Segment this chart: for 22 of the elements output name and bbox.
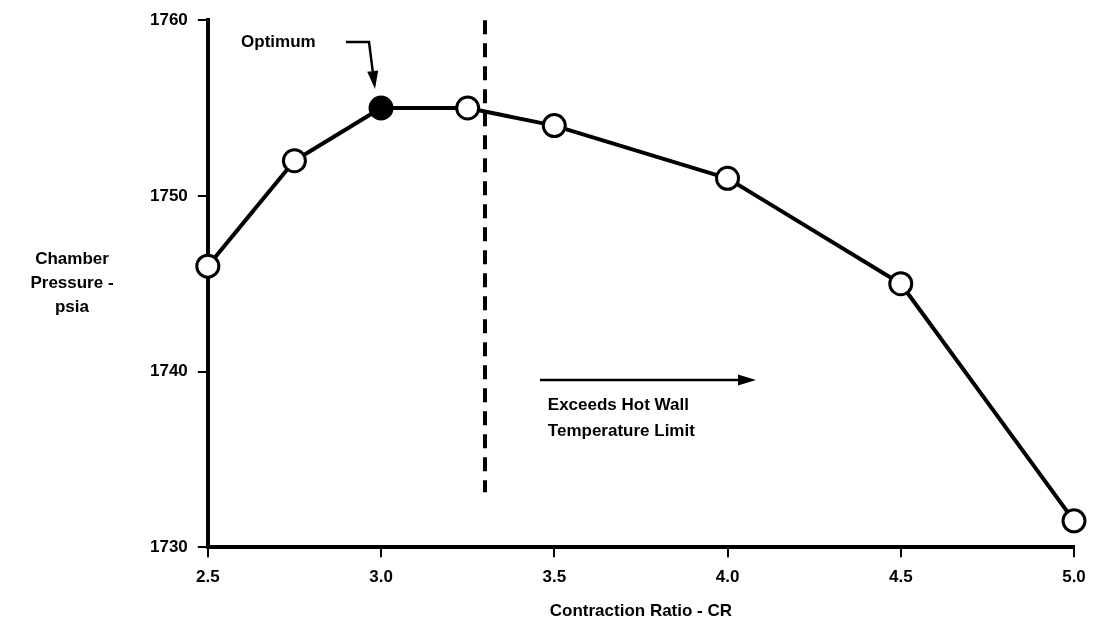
point: [715, 165, 741, 191]
x-tick-label: 4.5: [888, 567, 913, 587]
point: [888, 271, 914, 297]
y-tick-label: 1750: [149, 185, 188, 205]
point: [195, 253, 221, 279]
y-tick-label: 1730: [149, 536, 188, 556]
y-tick-label: 1760: [149, 9, 188, 29]
point: [1061, 508, 1087, 534]
x-tick-label: 2.5: [196, 567, 220, 587]
x-axis-title: Contraction Ratio - CR: [549, 601, 733, 621]
x-tick-label: 4.0: [715, 567, 740, 587]
x-tick-label: 5.0: [1062, 567, 1086, 587]
y-axis-title: Chamber Pressure - psia: [30, 249, 114, 317]
point: [455, 95, 481, 121]
y-tick-label: 1740: [149, 361, 188, 381]
x-tick-label: 3.5: [542, 567, 567, 587]
x-tick-label: 3.0: [369, 567, 393, 587]
point: [281, 148, 307, 174]
annotation: Optimum: [241, 31, 316, 51]
annotation: Exceeds Hot Wall Temperature Limit: [547, 394, 696, 440]
point: [368, 95, 394, 121]
point: [541, 113, 567, 139]
